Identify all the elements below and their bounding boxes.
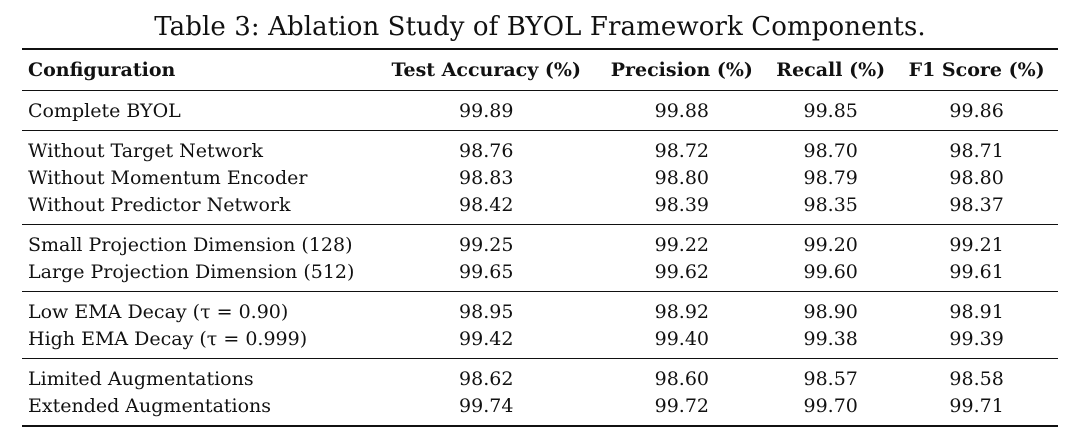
cell-recall: 99.85 bbox=[803, 99, 858, 122]
cell-precision: 99.62 bbox=[654, 260, 710, 283]
cell-test-accuracy: 98.42 bbox=[459, 193, 514, 216]
cell-configuration: Without Target Network bbox=[28, 139, 263, 162]
cell-configuration: High EMA Decay (τ = 0.999) bbox=[28, 327, 308, 350]
cell-f1-score: 99.61 bbox=[949, 260, 1004, 283]
header-test-accuracy: Test Accuracy (%) bbox=[391, 59, 581, 81]
cell-recall: 98.57 bbox=[803, 367, 858, 390]
cell-precision: 98.39 bbox=[654, 193, 710, 216]
cell-test-accuracy: 99.74 bbox=[459, 394, 514, 417]
table-row: Large Projection Dimension (512) 99.65 9… bbox=[22, 258, 1058, 292]
cell-precision: 98.60 bbox=[654, 367, 710, 390]
header-row: Configuration Test Accuracy (%) Precisio… bbox=[22, 49, 1058, 91]
cell-f1-score: 98.37 bbox=[949, 193, 1004, 216]
cell-f1-score: 98.91 bbox=[949, 300, 1004, 323]
cell-f1-score: 98.80 bbox=[949, 166, 1004, 189]
cell-test-accuracy: 98.76 bbox=[459, 139, 514, 162]
cell-precision: 99.88 bbox=[654, 99, 710, 122]
header-recall: Recall (%) bbox=[776, 59, 886, 81]
cell-recall: 99.38 bbox=[803, 327, 858, 350]
cell-configuration: Extended Augmentations bbox=[28, 394, 272, 417]
cell-recall: 98.90 bbox=[803, 300, 858, 323]
header-precision: Precision (%) bbox=[610, 59, 753, 81]
table-row: Without Target Network 98.76 98.72 98.70… bbox=[22, 131, 1058, 165]
cell-f1-score: 98.71 bbox=[949, 139, 1004, 162]
table-row: Low EMA Decay (τ = 0.90) 98.95 98.92 98.… bbox=[22, 292, 1058, 326]
cell-f1-score: 99.39 bbox=[949, 327, 1004, 350]
cell-configuration: Without Momentum Encoder bbox=[28, 166, 308, 189]
row-group-baseline: Complete BYOL 99.89 99.88 99.85 99.86 bbox=[22, 91, 1058, 131]
cell-recall: 98.70 bbox=[803, 139, 858, 162]
table-row: High EMA Decay (τ = 0.999) 99.42 99.40 9… bbox=[22, 325, 1058, 359]
cell-test-accuracy: 98.83 bbox=[459, 166, 514, 189]
cell-precision: 99.40 bbox=[654, 327, 710, 350]
cell-test-accuracy: 99.65 bbox=[459, 260, 514, 283]
cell-configuration: Small Projection Dimension (128) bbox=[28, 233, 353, 256]
cell-f1-score: 98.58 bbox=[949, 367, 1004, 390]
ablation-table: Configuration Test Accuracy (%) Precisio… bbox=[22, 48, 1058, 427]
cell-test-accuracy: 99.42 bbox=[459, 327, 514, 350]
row-group-projection-dimension: Small Projection Dimension (128) 99.25 9… bbox=[22, 225, 1058, 292]
cell-recall: 99.20 bbox=[803, 233, 858, 256]
cell-recall: 99.70 bbox=[803, 394, 858, 417]
cell-test-accuracy: 99.89 bbox=[459, 99, 514, 122]
row-group-component-removal: Without Target Network 98.76 98.72 98.70… bbox=[22, 131, 1058, 225]
cell-f1-score: 99.71 bbox=[949, 394, 1004, 417]
cell-precision: 98.72 bbox=[654, 139, 710, 162]
cell-test-accuracy: 99.25 bbox=[459, 233, 514, 256]
row-group-ema-decay: Low EMA Decay (τ = 0.90) 98.95 98.92 98.… bbox=[22, 292, 1058, 359]
table-row: Small Projection Dimension (128) 99.25 9… bbox=[22, 225, 1058, 259]
cell-f1-score: 99.86 bbox=[949, 99, 1004, 122]
cell-recall: 99.60 bbox=[803, 260, 858, 283]
header-configuration: Configuration bbox=[28, 59, 176, 81]
cell-recall: 98.35 bbox=[803, 193, 858, 216]
cell-precision: 99.72 bbox=[654, 394, 710, 417]
cell-configuration: Without Predictor Network bbox=[28, 193, 291, 216]
table-header: Configuration Test Accuracy (%) Precisio… bbox=[22, 49, 1058, 91]
cell-configuration: Limited Augmentations bbox=[28, 367, 254, 390]
table-row: Complete BYOL 99.89 99.88 99.85 99.86 bbox=[22, 91, 1058, 131]
cell-precision: 99.22 bbox=[654, 233, 710, 256]
table-row: Without Predictor Network 98.42 98.39 98… bbox=[22, 191, 1058, 225]
header-f1-score: F1 Score (%) bbox=[908, 59, 1045, 81]
cell-precision: 98.92 bbox=[654, 300, 710, 323]
table-row: Limited Augmentations 98.62 98.60 98.57 … bbox=[22, 359, 1058, 393]
table-row: Without Momentum Encoder 98.83 98.80 98.… bbox=[22, 164, 1058, 191]
row-group-augmentations: Limited Augmentations 98.62 98.60 98.57 … bbox=[22, 359, 1058, 426]
cell-test-accuracy: 98.95 bbox=[459, 300, 514, 323]
cell-configuration: Complete BYOL bbox=[28, 99, 181, 122]
cell-test-accuracy: 98.62 bbox=[459, 367, 514, 390]
cell-configuration: Low EMA Decay (τ = 0.90) bbox=[28, 300, 289, 323]
cell-recall: 98.79 bbox=[803, 166, 858, 189]
cell-f1-score: 99.21 bbox=[949, 233, 1004, 256]
table-caption: Table 3: Ablation Study of BYOL Framewor… bbox=[154, 12, 926, 42]
table-row: Extended Augmentations 99.74 99.72 99.70… bbox=[22, 392, 1058, 426]
cell-precision: 98.80 bbox=[654, 166, 710, 189]
cell-configuration: Large Projection Dimension (512) bbox=[28, 260, 355, 283]
